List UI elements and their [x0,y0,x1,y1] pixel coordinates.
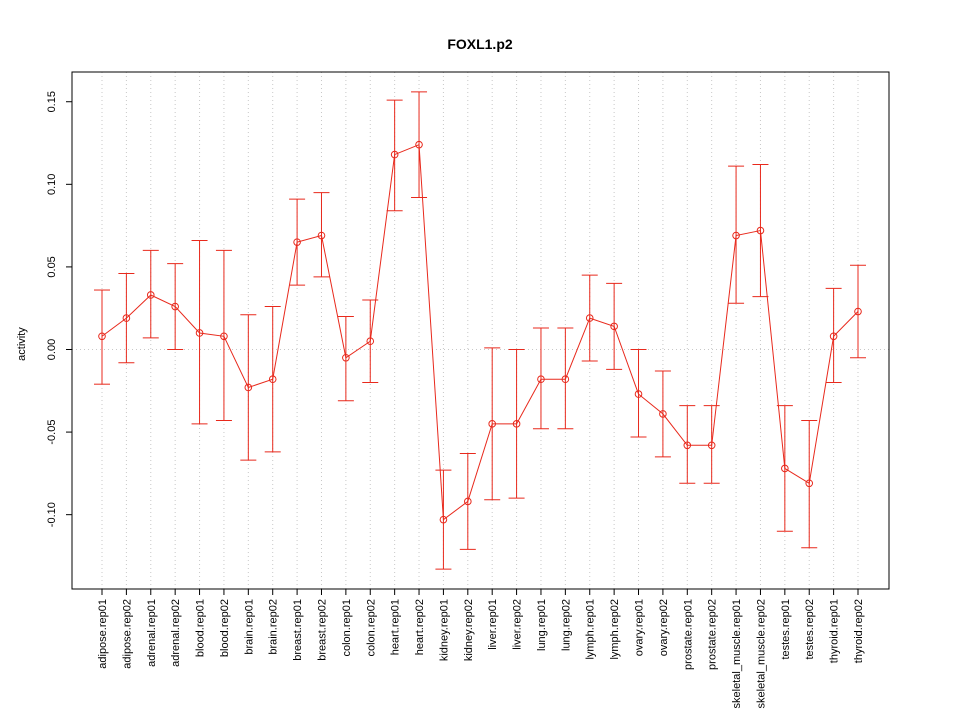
x-tick-label: ovary.rep01 [634,599,646,656]
data-point [268,375,277,384]
plot-frame [71,71,890,590]
x-tick-label: skeletal_muscle.rep02 [755,599,767,708]
y-tick-label: 0.05 [46,256,58,277]
x-tick-label: kidney.rep01 [438,599,450,661]
grid [72,72,889,589]
data-point [781,464,789,473]
series-line [101,143,859,521]
data-point [293,238,301,246]
data-point [854,307,862,316]
x-tick-label: testes.rep01 [780,599,792,660]
x-tick-label: kidney.rep02 [463,599,475,661]
data-point [707,441,716,450]
data-point [512,420,521,428]
data-point [317,231,326,240]
data-point [683,441,692,450]
x-tick-label: colon.rep02 [365,599,377,657]
data-point [585,314,594,322]
x-tick-label: prostate.rep01 [682,599,694,670]
y-tick-label: -0.10 [46,502,58,527]
y-tick-label: 0.00 [46,339,58,360]
x-tick-label: skeletal_muscle.rep01 [731,599,743,708]
x-tick-label: liver.rep02 [512,599,524,650]
x-tick-label: lymph.rep02 [609,599,621,660]
data-point [537,375,545,384]
y-tick-label: 0.15 [46,91,58,112]
y-tick-label: 0.10 [46,174,58,195]
x-tick-label: heart.rep02 [414,599,426,655]
series [94,91,866,570]
y-axis-label: activity [16,327,28,361]
data-point [610,322,618,331]
x-tick-label: brain.rep02 [268,599,280,655]
data-point [195,329,204,337]
data-point [659,410,667,418]
data-point [756,226,765,235]
x-tick-label: brain.rep01 [243,599,255,655]
x-tick-label: lymph.rep01 [585,599,597,660]
chart-title: FOXL1.p2 [447,36,513,52]
x-tick-label: thyroid.rep01 [829,599,841,663]
data-point [415,140,423,149]
x-tick-label: adrenal.rep02 [170,599,182,667]
data-point [171,302,179,311]
y-tick-label: -0.05 [46,420,58,445]
axes: -0.10 -0.05 0.00 0.05 0.10 0.15 adipose.rep01 a… [46,91,865,708]
x-tick-label: heart.rep01 [390,599,402,655]
data-point [244,383,253,392]
x-tick-label: blood.rep02 [219,599,231,657]
data-point [390,150,399,159]
x-tick-label: blood.rep01 [195,599,207,657]
data-point [732,231,740,240]
data-point [122,314,131,322]
x-tick-label: adipose.rep02 [121,599,133,669]
data-point [829,332,838,341]
data-point [634,390,643,398]
data-point [146,291,155,299]
data-point [220,332,228,341]
data-point [366,337,375,346]
data-point [488,420,496,428]
x-tick-label: lung.rep01 [536,599,548,651]
x-tick-label: prostate.rep02 [707,599,719,670]
x-tick-label: testes.rep02 [804,599,816,660]
data-point [464,497,472,506]
x-tick-label: ovary.rep02 [658,599,670,656]
data-point [805,479,814,488]
x-tick-label: thyroid.rep02 [853,599,865,663]
x-tick-label: adipose.rep01 [97,599,109,669]
x-tick-label: colon.rep01 [341,599,353,657]
data-point [439,515,448,524]
x-tick-label: lung.rep02 [560,599,572,651]
x-tick-label: breast.rep02 [316,599,328,661]
x-tick-label: adrenal.rep01 [146,599,158,667]
data-point [561,375,570,384]
x-tick-label: liver.rep01 [487,599,499,650]
data-point [342,353,350,362]
data-point [98,332,106,341]
x-tick-label: breast.rep01 [292,599,304,661]
